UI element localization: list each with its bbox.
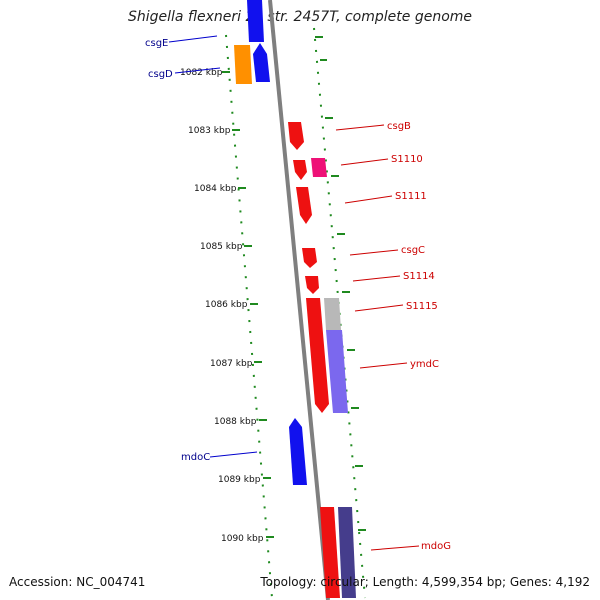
tick-label: 1087 kbp [210, 359, 253, 369]
tick-label: 1086 kbp [205, 300, 248, 310]
gene-S1111[interactable] [296, 187, 312, 224]
gene-mdoG-cog[interactable] [338, 507, 356, 598]
label-csgC[interactable]: csgC [401, 245, 425, 256]
reverse-label-lines [335, 124, 420, 551]
genome-summary: Topology: circular; Length: 4,599,354 bp… [260, 575, 590, 589]
gene-csgD[interactable] [253, 43, 270, 82]
forward-strand-genes [234, 0, 307, 485]
gene-mdoG[interactable] [320, 507, 340, 598]
gene-csgB[interactable] [288, 122, 304, 150]
reverse-gene-labels: csgB S1110 S1111 csgC S1114 S1115 ymdC m… [387, 121, 451, 552]
gene-csgE[interactable] [247, 0, 264, 42]
gene-ymdC-grey[interactable] [324, 298, 341, 330]
label-S1115[interactable]: S1115 [406, 301, 438, 312]
tick-label: 1089 kbp [218, 475, 261, 485]
tick-label: 1082 kbp [180, 68, 223, 78]
gene-ymdC[interactable] [326, 330, 348, 413]
genome-backbone [268, 0, 330, 600]
gene-csgC[interactable] [302, 248, 317, 268]
gene-S1114[interactable] [305, 276, 319, 294]
gene-mdoC[interactable] [289, 418, 307, 485]
forward-label-lines [168, 35, 258, 458]
accession-label: Accession: NC_004741 [9, 575, 146, 589]
tick-label: 1085 kbp [200, 242, 243, 252]
reverse-strand-genes [288, 122, 356, 598]
label-S1110[interactable]: S1110 [391, 154, 423, 165]
label-S1111[interactable]: S1111 [395, 191, 427, 202]
tick-label: 1083 kbp [188, 126, 231, 136]
label-S1114[interactable]: S1114 [403, 271, 435, 282]
tick-label: 1084 kbp [194, 184, 237, 194]
gene-orange[interactable] [234, 45, 252, 84]
tick-label: 1088 kbp [214, 417, 257, 427]
tick-label: 1090 kbp [221, 534, 264, 544]
label-csgE[interactable]: csgE [145, 38, 168, 49]
scale-ticks [222, 36, 366, 538]
label-ymdC[interactable]: ymdC [410, 359, 439, 370]
scale-tick-labels: 1082 kbp 1083 kbp 1084 kbp 1085 kbp 1086… [180, 68, 264, 544]
gene-S1115[interactable] [306, 298, 329, 413]
gene-pink[interactable] [311, 158, 327, 177]
inner-dotted-ring [225, 34, 273, 599]
forward-gene-labels: csgE csgD mdoC [145, 38, 210, 463]
label-mdoC[interactable]: mdoC [181, 452, 210, 463]
label-csgD[interactable]: csgD [148, 69, 173, 80]
label-csgB[interactable]: csgB [387, 121, 411, 132]
gene-S1110[interactable] [293, 160, 307, 180]
label-mdoG[interactable]: mdoG [421, 541, 451, 552]
map-title: Shigella flexneri 2a str. 2457T, complet… [127, 9, 473, 25]
